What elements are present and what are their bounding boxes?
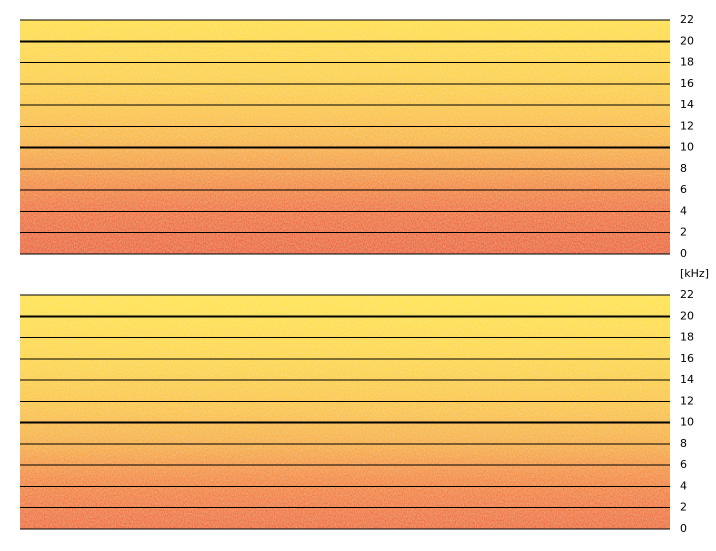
y-tick-label: 16: [680, 77, 694, 90]
y-tick-label: 20: [680, 34, 694, 47]
y-tick-label: 20: [680, 309, 694, 322]
y-tick-label: 6: [680, 183, 687, 196]
y-tick-label: 0: [680, 247, 687, 260]
y-tick-label: 16: [680, 352, 694, 365]
y-tick-label: 14: [680, 373, 694, 386]
y-tick-label: 14: [680, 98, 694, 111]
y-tick-label: 8: [680, 437, 687, 450]
axis-unit-label: [kHz]: [680, 267, 709, 280]
y-tick-label: 2: [680, 226, 687, 239]
y-tick-label: 10: [680, 141, 694, 154]
y-tick-label: 10: [680, 416, 694, 429]
spectrogram-panel: [20, 20, 670, 254]
y-tick-label: 0: [680, 522, 687, 535]
y-tick-label: 18: [680, 56, 694, 69]
y-tick-label: 4: [680, 204, 687, 217]
y-tick-label: 4: [680, 479, 687, 492]
y-tick-label: 22: [680, 288, 694, 301]
y-tick-label: 8: [680, 162, 687, 175]
y-tick-label: 6: [680, 458, 687, 471]
y-tick-label: 12: [680, 394, 694, 407]
spectrogram-panel: [20, 295, 670, 529]
y-tick-label: 12: [680, 119, 694, 132]
y-tick-label: 18: [680, 331, 694, 344]
y-tick-label: 2: [680, 501, 687, 514]
y-tick-label: 22: [680, 13, 694, 26]
